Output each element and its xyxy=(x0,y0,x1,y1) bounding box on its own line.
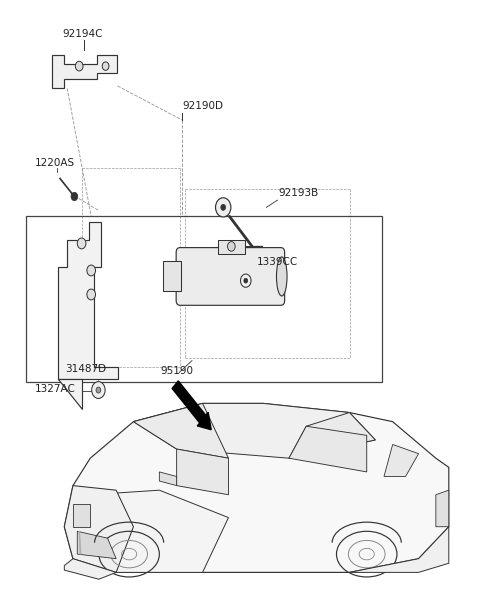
Polygon shape xyxy=(52,55,117,88)
Polygon shape xyxy=(349,526,449,572)
Text: 92193B: 92193B xyxy=(278,188,319,198)
Polygon shape xyxy=(159,472,177,486)
Polygon shape xyxy=(64,486,133,572)
Polygon shape xyxy=(289,426,367,472)
Polygon shape xyxy=(73,490,228,572)
Polygon shape xyxy=(77,531,116,559)
Circle shape xyxy=(216,198,231,217)
Circle shape xyxy=(77,238,86,249)
Circle shape xyxy=(240,274,251,287)
Text: 92190D: 92190D xyxy=(182,101,223,111)
Text: 31487D: 31487D xyxy=(65,364,106,374)
FancyArrow shape xyxy=(172,381,211,430)
Circle shape xyxy=(92,382,105,398)
Polygon shape xyxy=(73,504,90,526)
Circle shape xyxy=(75,61,83,71)
Polygon shape xyxy=(133,403,375,458)
Bar xyxy=(26,216,382,382)
Text: 95190: 95190 xyxy=(161,365,194,376)
Polygon shape xyxy=(289,412,375,458)
Circle shape xyxy=(221,204,226,210)
Circle shape xyxy=(228,242,235,251)
Text: 1327AC: 1327AC xyxy=(35,383,75,394)
Bar xyxy=(163,261,181,291)
Circle shape xyxy=(71,192,78,201)
Text: 92194C: 92194C xyxy=(62,29,103,39)
Polygon shape xyxy=(133,403,228,458)
FancyBboxPatch shape xyxy=(176,248,285,305)
Text: 1339CC: 1339CC xyxy=(257,257,298,267)
Polygon shape xyxy=(64,559,116,579)
Circle shape xyxy=(244,278,248,283)
Text: 1220AS: 1220AS xyxy=(35,158,75,168)
Polygon shape xyxy=(58,379,82,409)
Circle shape xyxy=(87,265,96,276)
Circle shape xyxy=(96,387,101,393)
Polygon shape xyxy=(64,403,449,572)
Circle shape xyxy=(102,62,109,70)
Polygon shape xyxy=(177,449,228,495)
Bar xyxy=(218,240,245,254)
Polygon shape xyxy=(211,246,263,248)
Circle shape xyxy=(87,289,96,300)
Polygon shape xyxy=(384,445,419,477)
Circle shape xyxy=(252,246,264,261)
Ellipse shape xyxy=(276,257,287,296)
Polygon shape xyxy=(58,222,118,379)
Polygon shape xyxy=(436,490,449,526)
